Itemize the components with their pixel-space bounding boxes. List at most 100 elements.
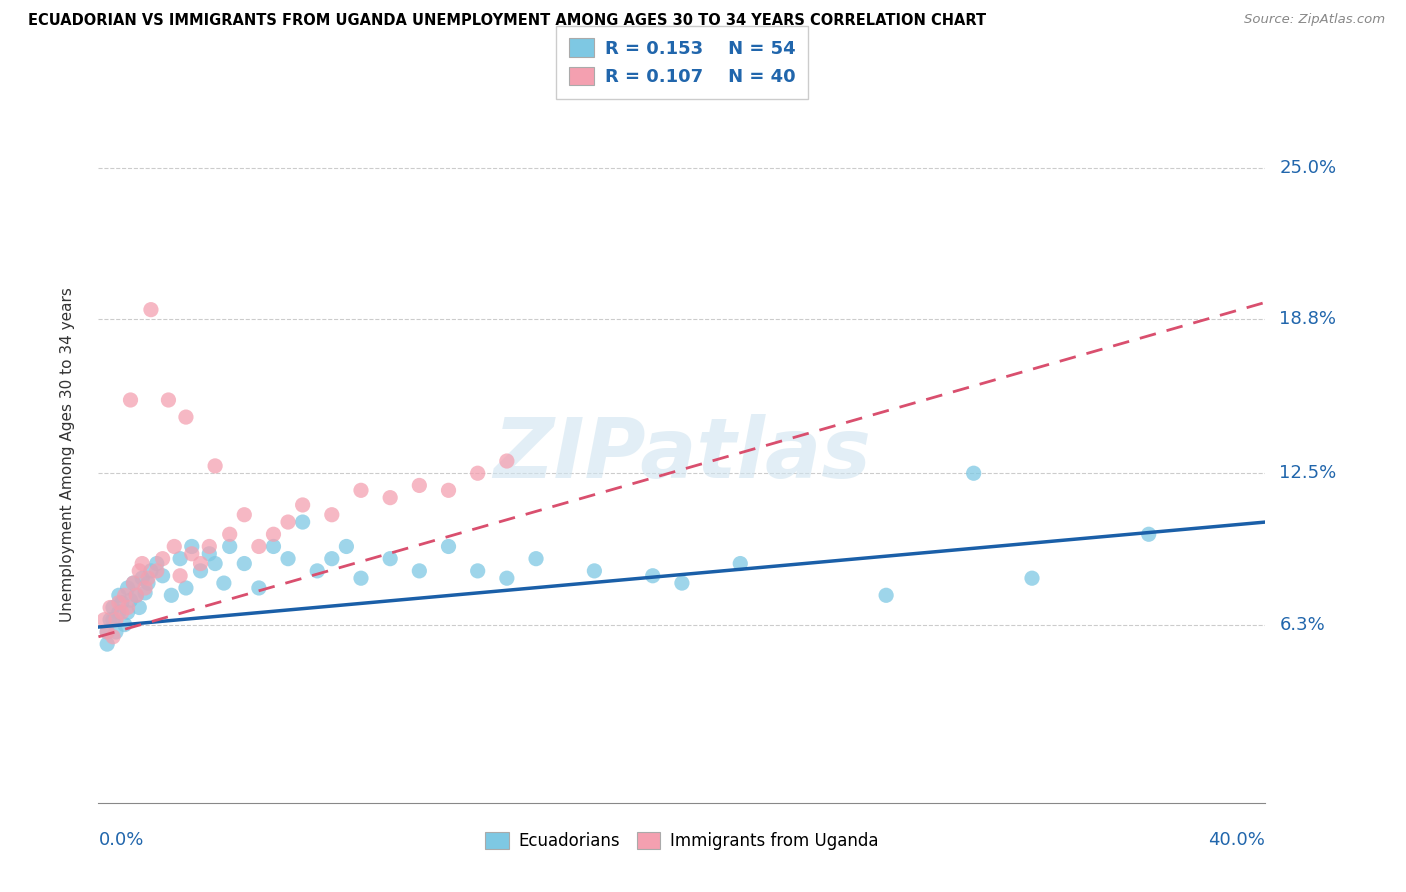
- Point: [1021, 571, 1043, 585]
- Point: [152, 568, 174, 582]
- Point: [307, 564, 329, 578]
- Point: [350, 571, 373, 585]
- Point: [122, 576, 145, 591]
- Point: [212, 576, 235, 591]
- Point: [111, 606, 134, 620]
- Point: [96, 624, 118, 639]
- Point: [146, 564, 169, 578]
- Point: [437, 483, 460, 498]
- Point: [96, 637, 118, 651]
- Point: [180, 540, 202, 554]
- Point: [169, 568, 191, 582]
- Point: [101, 630, 124, 644]
- Text: 40.0%: 40.0%: [1209, 830, 1265, 848]
- Text: 0.0%: 0.0%: [98, 830, 143, 848]
- Point: [139, 302, 162, 317]
- Point: [117, 606, 139, 620]
- Point: [730, 557, 752, 571]
- Point: [131, 557, 153, 571]
- Point: [120, 593, 142, 607]
- Point: [93, 613, 115, 627]
- Point: [875, 588, 897, 602]
- Point: [262, 540, 284, 554]
- Point: [335, 540, 357, 554]
- Point: [101, 613, 124, 627]
- Point: [233, 557, 256, 571]
- Point: [496, 454, 519, 468]
- Point: [160, 588, 183, 602]
- Point: [291, 498, 314, 512]
- Point: [467, 467, 489, 481]
- Point: [233, 508, 256, 522]
- Text: Source: ZipAtlas.com: Source: ZipAtlas.com: [1244, 13, 1385, 27]
- Point: [1137, 527, 1160, 541]
- Point: [96, 624, 118, 639]
- Point: [128, 564, 150, 578]
- Point: [321, 551, 343, 566]
- Point: [139, 564, 162, 578]
- Point: [641, 568, 664, 582]
- Text: ZIPatlas: ZIPatlas: [494, 415, 870, 495]
- Text: 18.8%: 18.8%: [1279, 310, 1336, 328]
- Point: [136, 576, 159, 591]
- Point: [204, 458, 226, 473]
- Point: [496, 571, 519, 585]
- Point: [125, 588, 148, 602]
- Point: [198, 547, 221, 561]
- Point: [169, 551, 191, 566]
- Point: [122, 576, 145, 591]
- Point: [190, 557, 212, 571]
- Text: 25.0%: 25.0%: [1279, 159, 1337, 178]
- Point: [128, 600, 150, 615]
- Point: [962, 467, 984, 481]
- Point: [321, 508, 343, 522]
- Point: [262, 527, 284, 541]
- Point: [108, 588, 131, 602]
- Point: [247, 581, 270, 595]
- Point: [174, 410, 197, 425]
- Point: [117, 581, 139, 595]
- Point: [136, 571, 159, 585]
- Point: [117, 600, 139, 615]
- Point: [180, 547, 202, 561]
- Point: [163, 540, 186, 554]
- Point: [204, 557, 226, 571]
- Point: [174, 581, 197, 595]
- Text: 6.3%: 6.3%: [1279, 615, 1324, 633]
- Point: [114, 588, 136, 602]
- Y-axis label: Unemployment Among Ages 30 to 34 years: Unemployment Among Ages 30 to 34 years: [60, 287, 75, 623]
- Point: [108, 606, 131, 620]
- Point: [108, 596, 131, 610]
- Legend: Ecuadorians, Immigrants from Uganda: Ecuadorians, Immigrants from Uganda: [478, 826, 886, 857]
- Point: [350, 483, 373, 498]
- Point: [146, 557, 169, 571]
- Point: [467, 564, 489, 578]
- Point: [131, 571, 153, 585]
- Point: [408, 564, 430, 578]
- Point: [218, 540, 240, 554]
- Point: [190, 564, 212, 578]
- Point: [291, 515, 314, 529]
- Point: [198, 540, 221, 554]
- Point: [218, 527, 240, 541]
- Point: [120, 392, 142, 407]
- Point: [134, 581, 156, 595]
- Point: [104, 624, 127, 639]
- Point: [437, 540, 460, 554]
- Point: [380, 551, 402, 566]
- Point: [277, 515, 299, 529]
- Point: [380, 491, 402, 505]
- Text: 12.5%: 12.5%: [1279, 464, 1337, 483]
- Point: [98, 613, 121, 627]
- Point: [98, 600, 121, 615]
- Point: [583, 564, 606, 578]
- Point: [277, 551, 299, 566]
- Text: ECUADORIAN VS IMMIGRANTS FROM UGANDA UNEMPLOYMENT AMONG AGES 30 TO 34 YEARS CORR: ECUADORIAN VS IMMIGRANTS FROM UGANDA UNE…: [28, 13, 986, 29]
- Point: [111, 596, 134, 610]
- Point: [157, 392, 180, 407]
- Point: [114, 617, 136, 632]
- Point: [125, 588, 148, 602]
- Point: [524, 551, 547, 566]
- Point: [101, 600, 124, 615]
- Point: [104, 613, 127, 627]
